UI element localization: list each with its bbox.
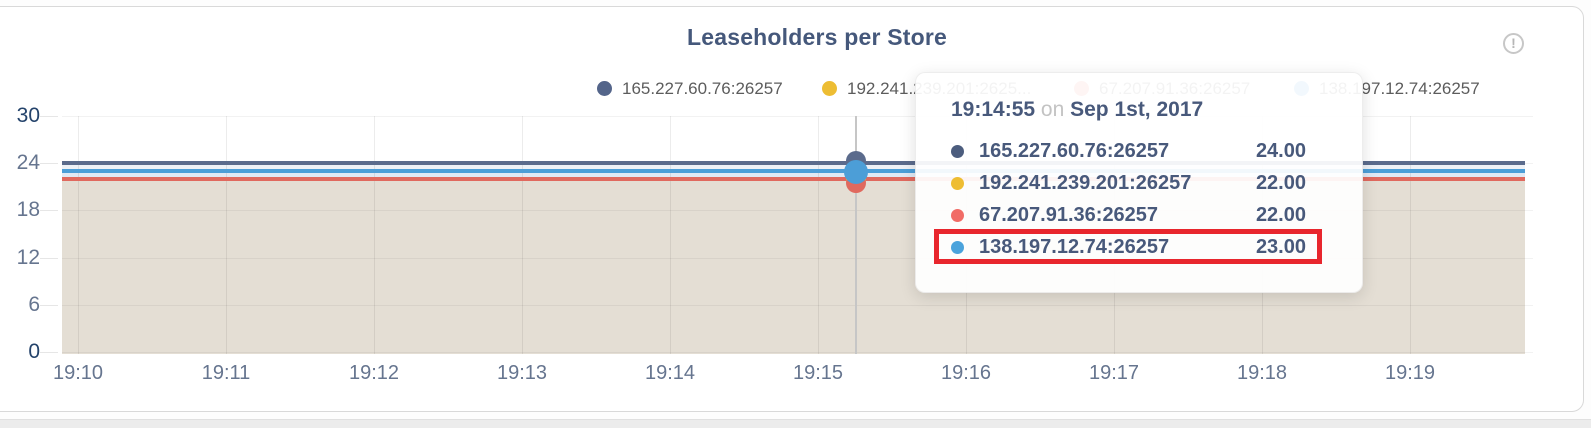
tooltip-time: 19:14:55 — [951, 98, 1036, 121]
x-axis-label: 19:16 — [940, 362, 992, 384]
y-axis-label: 30 — [16, 104, 40, 127]
tooltip-series-value: 24.00 — [1255, 139, 1306, 162]
exclamation-glyph: ! — [1511, 35, 1516, 51]
tooltip-series-dot — [951, 240, 964, 254]
vertical-gridline — [670, 116, 671, 354]
page-footer-band — [0, 419, 1591, 428]
x-axis-label: 19:14 — [644, 362, 696, 384]
y-axis-tick — [40, 352, 58, 353]
vertical-gridline — [818, 116, 819, 354]
vertical-gridline — [226, 116, 227, 354]
y-axis-label: 18 — [16, 198, 40, 222]
vertical-gridline — [78, 116, 79, 354]
y-axis-label: 0 — [28, 340, 40, 363]
tooltip-series-label: 192.241.239.201:26257 — [979, 171, 1192, 194]
area-fill-band — [62, 165, 1525, 170]
area-fill-band — [62, 173, 1525, 177]
horizontal-gridline — [62, 116, 1533, 117]
tooltip-series-value: 22.00 — [1255, 203, 1306, 226]
tooltip-header: 19:14:55 on Sep 1st, 2017 — [951, 98, 1306, 122]
tooltip-series-value: 23.00 — [1255, 235, 1306, 258]
tooltip-rows: 165.227.60.76:26257 24.00 192.241.239.201:… — [934, 135, 1322, 264]
tooltip-row-highlighted: 138.197.12.74:26257 23.00 — [934, 229, 1322, 264]
info-icon[interactable]: ! — [1503, 33, 1524, 54]
y-axis-tick — [40, 116, 58, 117]
legend-swatch — [597, 81, 612, 96]
hover-point-dot — [844, 160, 868, 185]
hover-crosshair-line — [855, 116, 857, 354]
y-axis-tick — [40, 257, 58, 259]
tooltip-series-label: 165.227.60.76:26257 — [979, 139, 1170, 162]
x-axis-label: 19:15 — [792, 362, 844, 384]
y-axis-label: 24 — [16, 151, 40, 175]
y-axis-label: 12 — [16, 245, 40, 269]
x-axis-label: 19:12 — [348, 362, 400, 384]
horizontal-gridline — [62, 210, 1533, 212]
tooltip-series-dot — [951, 144, 964, 158]
chart-tooltip: 19:14:55 on Sep 1st, 2017 165.227.60.76:… — [915, 72, 1363, 293]
series-line-3 — [62, 169, 1525, 174]
y-axis-tick — [40, 304, 58, 306]
tooltip-series-label: 138.197.12.74:26257 — [979, 235, 1170, 258]
vertical-gridline — [522, 116, 523, 354]
tooltip-row: 67.207.91.36:26257 22.00 — [951, 199, 1306, 231]
horizontal-gridline — [62, 352, 1533, 353]
x-axis-label: 19:10 — [52, 362, 104, 384]
y-axis-tick — [40, 163, 58, 165]
tooltip-row: 192.241.239.201:26257 22.00 — [951, 167, 1306, 199]
vertical-gridline — [374, 116, 375, 354]
horizontal-gridline — [62, 257, 1533, 259]
tooltip-row: 165.227.60.76:26257 24.00 — [951, 135, 1306, 167]
y-axis-label: 6 — [28, 292, 40, 316]
tooltip-conjunction: on — [1040, 98, 1065, 121]
legend-label: 165.227.60.76:26257 — [622, 78, 783, 98]
x-axis-label: 19:17 — [1088, 362, 1140, 384]
vertical-gridline — [1410, 116, 1411, 354]
x-axis-label: 19:13 — [496, 362, 548, 384]
chart-title: Leaseholders per Store — [686, 24, 948, 50]
series-line-0 — [62, 161, 1525, 166]
legend-item-0[interactable]: 165.227.60.76:26257 — [597, 79, 783, 98]
tooltip-date: Sep 1st, 2017 — [1070, 98, 1204, 121]
series-line-2 — [62, 176, 1525, 181]
tooltip-series-dot — [951, 208, 964, 222]
tooltip-series-label: 67.207.91.36:26257 — [979, 203, 1159, 226]
y-axis-tick — [40, 210, 58, 212]
x-axis-label: 19:18 — [1236, 362, 1288, 384]
tooltip-series-dot — [951, 176, 964, 190]
tooltip-series-value: 22.00 — [1255, 171, 1306, 194]
x-axis-label: 19:11 — [201, 362, 251, 384]
horizontal-gridline — [62, 304, 1533, 306]
x-axis-label: 19:19 — [1384, 362, 1436, 384]
legend-swatch — [822, 81, 837, 96]
